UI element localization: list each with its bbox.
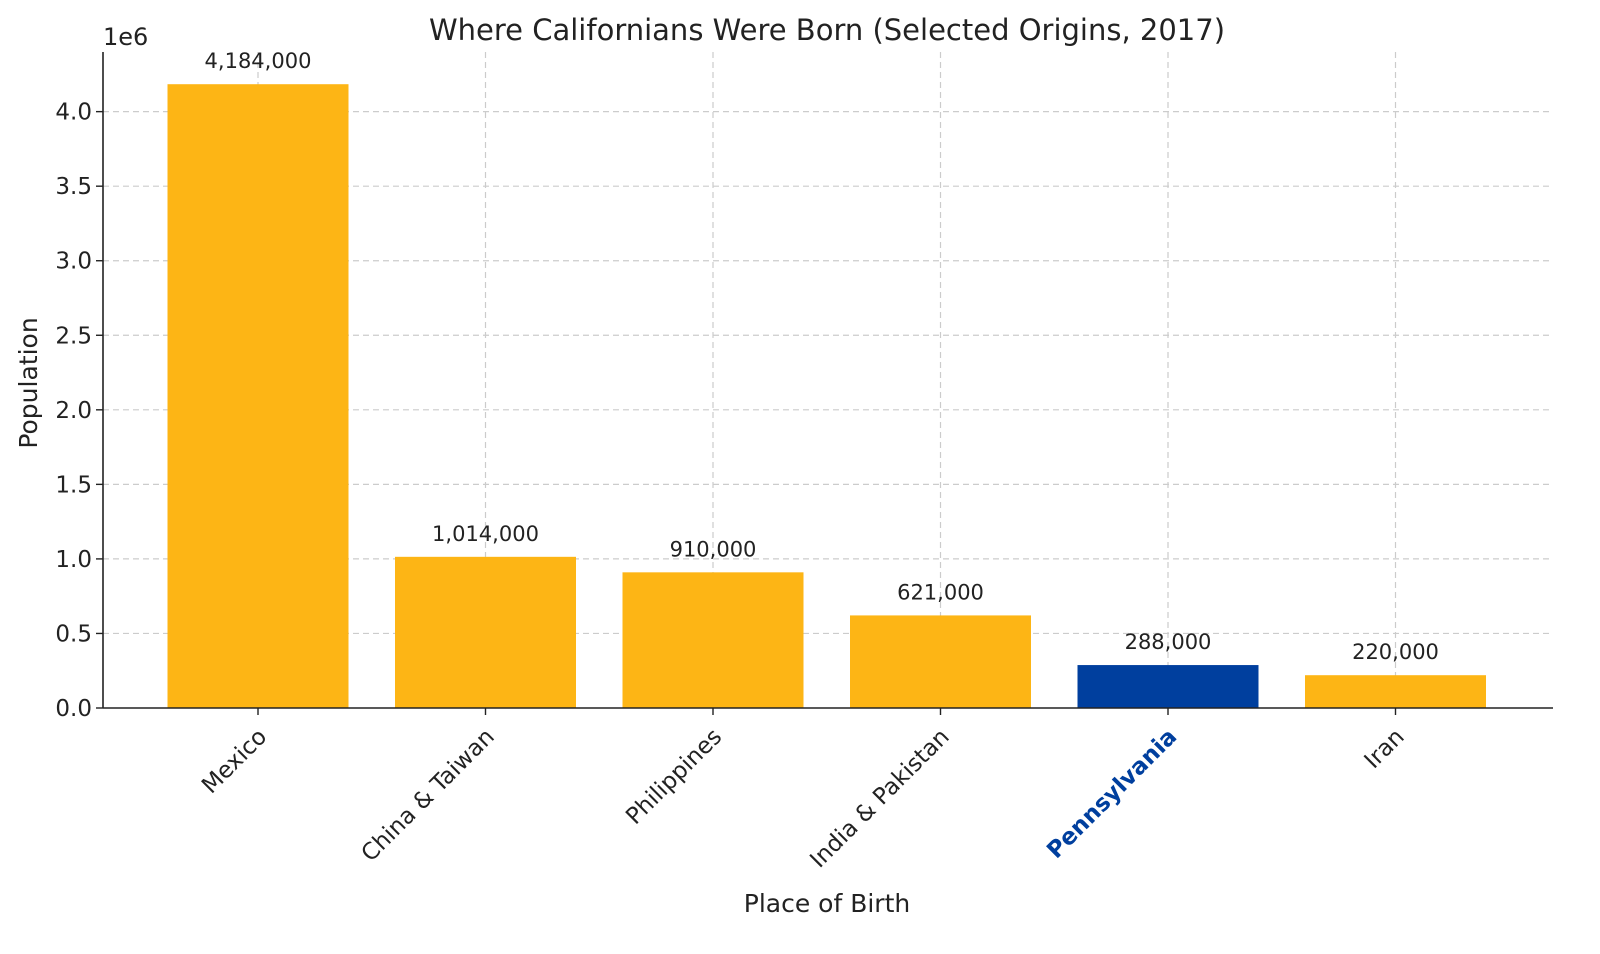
y-tick-label: 0.0 [55, 696, 92, 722]
chart-title: Where Californians Were Born (Selected O… [429, 13, 1225, 47]
y-tick-label: 2.5 [55, 323, 92, 349]
x-tick-label: Iran [1360, 724, 1410, 774]
data-label: 220,000 [1352, 640, 1439, 664]
axes [102, 52, 1553, 709]
x-tick-label: India & Pakistan [805, 724, 954, 873]
y-tick-label: 4.0 [55, 100, 92, 126]
x-tick-label: Pennsylvania [1042, 724, 1182, 864]
data-label: 621,000 [897, 580, 984, 604]
data-label: 288,000 [1125, 630, 1212, 654]
x-tick-label: Philippines [621, 724, 727, 830]
y-ticks: 0.0 0.5 1.0 1.5 2.0 2.5 3.0 3.5 4.0 [55, 100, 103, 722]
bar-pennsylvania [1077, 665, 1259, 708]
bar-mexico [167, 84, 349, 709]
data-label: 1,014,000 [432, 522, 539, 546]
x-axis-label: Place of Birth [744, 889, 910, 918]
x-tick-label: China & Taiwan [357, 724, 500, 867]
bar-iran [1305, 675, 1486, 708]
y-tick-label: 1.5 [55, 472, 92, 498]
x-tick-label: Mexico [197, 724, 272, 799]
data-label: 910,000 [670, 537, 757, 561]
bar-philippines [622, 572, 804, 708]
y-tick-label: 0.5 [55, 621, 92, 647]
y-axis-offset-label: 1e6 [103, 23, 148, 51]
y-tick-label: 1.0 [55, 547, 92, 573]
y-tick-label: 3.5 [55, 174, 92, 200]
bars [167, 84, 1486, 709]
bar-china-taiwan [395, 556, 576, 708]
bar-india-pakistan [850, 615, 1031, 708]
y-tick-label: 3.0 [55, 249, 92, 275]
x-ticks: Mexico China & Taiwan Philippines India & P… [197, 708, 1410, 873]
data-labels: 4,184,000 1,014,000 910,000 621,000 288,000 2… [205, 49, 1439, 664]
y-axis-label: Population [14, 317, 43, 448]
y-tick-label: 2.0 [55, 398, 92, 424]
data-label: 4,184,000 [205, 49, 312, 73]
